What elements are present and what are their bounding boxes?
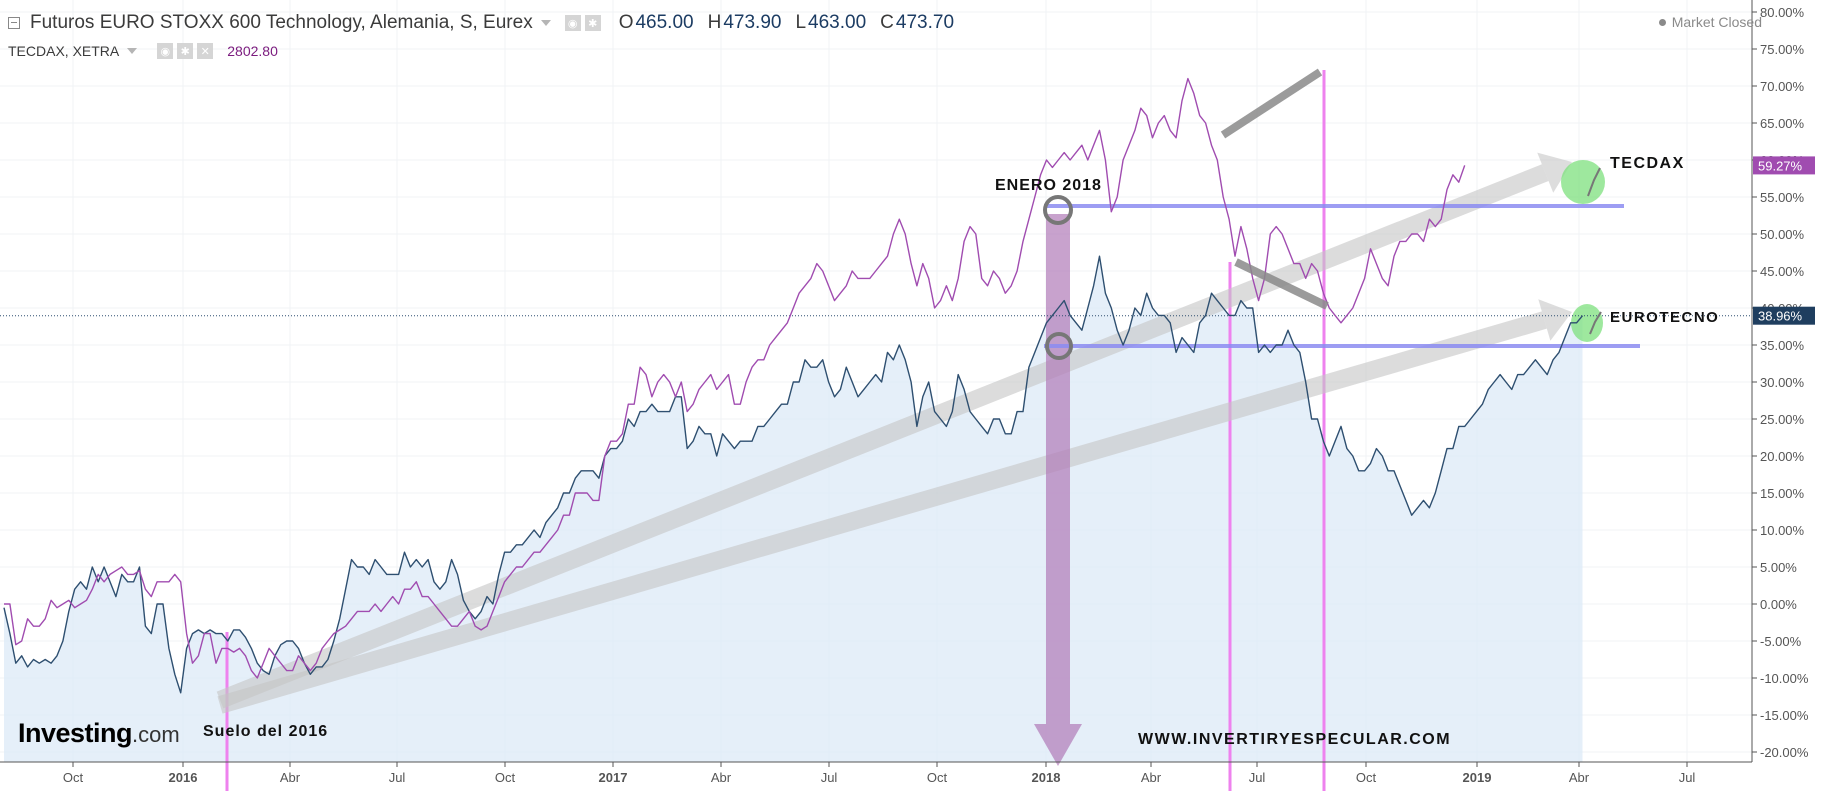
tecdax-line bbox=[4, 77, 1466, 679]
x-tick-label: 2017 bbox=[599, 770, 628, 785]
open-value: 465.00 bbox=[635, 12, 694, 33]
chevron-down-icon[interactable] bbox=[127, 48, 138, 54]
x-tick-label: Abr bbox=[1569, 770, 1590, 785]
close-value: 473.70 bbox=[895, 12, 955, 33]
analysis-annotations bbox=[1043, 68, 1602, 360]
symbol-title[interactable]: Futuros EURO STOXX 600 Technology, Alema… bbox=[30, 12, 533, 33]
logo-suffix: .com bbox=[132, 722, 180, 747]
x-tick-label: Oct bbox=[1356, 770, 1377, 785]
y-tick-label: 80.00% bbox=[1760, 5, 1805, 20]
compare-symbol-title[interactable]: TECDAX, XETRA bbox=[8, 43, 120, 59]
divergence-line-eurotecno bbox=[1234, 258, 1329, 310]
x-tick-label: Jul bbox=[1249, 770, 1266, 785]
x-tick-label: Abr bbox=[711, 770, 732, 785]
trend-arrow-eurotecno bbox=[217, 311, 1547, 714]
y-tick-label: 0.00% bbox=[1760, 597, 1797, 612]
y-tick-label: 55.00% bbox=[1760, 190, 1805, 205]
annotation-suelo-2016: Suelo del 2016 bbox=[203, 723, 328, 740]
gear-icon[interactable]: ✱ bbox=[177, 43, 194, 59]
highlight-eurotecno bbox=[1571, 304, 1603, 342]
trend-arrow-eurotecno-head bbox=[1538, 299, 1572, 341]
logo-main: Investing bbox=[18, 718, 133, 748]
gear-icon[interactable]: ✱ bbox=[584, 15, 601, 31]
collapse-legend-button[interactable] bbox=[8, 17, 20, 29]
january-2018-down-arrow bbox=[1046, 214, 1070, 724]
high-value: 473.90 bbox=[723, 12, 782, 33]
market-status: Market Closed bbox=[1658, 14, 1762, 30]
y-tick-label: 50.00% bbox=[1760, 227, 1805, 242]
tecdax-last-value-flag-label: 59.27% bbox=[1758, 158, 1803, 173]
y-tick-label: 65.00% bbox=[1760, 116, 1805, 131]
y-tick-label: 25.00% bbox=[1760, 412, 1805, 427]
market-status-label: Market Closed bbox=[1671, 14, 1762, 30]
x-tick-label: 2018 bbox=[1032, 770, 1061, 785]
january-2018-down-arrow-head bbox=[1034, 724, 1082, 766]
eurotecno-last-value-flag bbox=[1753, 306, 1815, 325]
x-tick-label: Oct bbox=[495, 770, 516, 785]
x-tick-label: Jul bbox=[389, 770, 406, 785]
y-tick-label: 20.00% bbox=[1760, 449, 1805, 464]
compare-symbol-legend: TECDAX, XETRA ◉ ✱ ✕ 2802.80 bbox=[8, 43, 278, 59]
x-tick-label: Jul bbox=[1679, 770, 1696, 785]
status-dot-icon bbox=[1658, 18, 1666, 26]
high-label: H bbox=[707, 12, 722, 33]
x-tick-label: 2019 bbox=[1463, 770, 1492, 785]
annotation-website: WWW.INVERTIRYESPECULAR.COM bbox=[1138, 731, 1451, 748]
eurotecno-last-value-flag-label: 38.96% bbox=[1758, 309, 1803, 324]
annotation-tecdax: TECDAX bbox=[1610, 155, 1685, 172]
y-tick-label: 10.00% bbox=[1760, 523, 1805, 538]
divergence-line-tecdax bbox=[1220, 68, 1323, 139]
y-tick-label: -10.00% bbox=[1760, 671, 1809, 686]
eye-icon[interactable]: ◉ bbox=[564, 15, 581, 31]
mini-arrow-eurotecno bbox=[1589, 311, 1602, 335]
circle-marker-tecdax bbox=[1043, 195, 1073, 225]
y-tick-label: -20.00% bbox=[1760, 745, 1809, 760]
chevron-down-icon[interactable] bbox=[540, 20, 551, 26]
close-icon[interactable]: ✕ bbox=[197, 43, 214, 59]
y-tick-label: -5.00% bbox=[1760, 634, 1802, 649]
circle-marker-eurotecno bbox=[1045, 332, 1073, 360]
trend-arrow-tecdax-head bbox=[1537, 152, 1572, 193]
y-tick-label: 30.00% bbox=[1760, 375, 1805, 390]
highlight-tecdax bbox=[1561, 160, 1605, 204]
investing-logo: Investing.com bbox=[18, 718, 180, 749]
close-label: C bbox=[880, 12, 894, 33]
x-tick-label: Oct bbox=[927, 770, 948, 785]
eurotecno-line bbox=[3, 255, 1584, 694]
x-axis: Oct 2016 Abr Jul Oct 2017 Abr Jul Oct 2018 Abr Jul O… bbox=[0, 761, 1752, 785]
tecdax-last-value-flag bbox=[1753, 156, 1815, 175]
low-value: 463.00 bbox=[808, 12, 867, 33]
x-tick-label: Abr bbox=[1141, 770, 1162, 785]
x-tick-label: 2016 bbox=[169, 770, 198, 785]
y-axis: 80.00%75.00%70.00%65.00%60.00%55.00%50.0… bbox=[1751, 0, 1815, 762]
y-tick-label: 45.00% bbox=[1760, 264, 1805, 279]
y-tick-label: 75.00% bbox=[1760, 42, 1805, 57]
series-lines bbox=[0, 77, 1752, 694]
y-tick-label: 35.00% bbox=[1760, 338, 1805, 353]
text-annotations: ENERO 2018 TECDAX EUROTECNO Suelo del 20… bbox=[203, 155, 1719, 748]
main-symbol-legend: Futuros EURO STOXX 600 Technology, Alema… bbox=[8, 12, 954, 34]
annotation-eurotecno: EUROTECNO bbox=[1610, 309, 1719, 326]
x-tick-label: Oct bbox=[63, 770, 84, 785]
open-label: O bbox=[618, 12, 634, 33]
y-tick-label: -15.00% bbox=[1760, 708, 1809, 723]
mini-arrow-tecdax bbox=[1587, 167, 1601, 197]
y-tick-label: 15.00% bbox=[1760, 486, 1805, 501]
low-label: L bbox=[795, 12, 807, 33]
x-tick-label: Abr bbox=[280, 770, 301, 785]
annotation-enero-2018: ENERO 2018 bbox=[995, 177, 1102, 194]
y-tick-label: 70.00% bbox=[1760, 79, 1805, 94]
y-tick-label: 5.00% bbox=[1760, 560, 1797, 575]
compare-value: 2802.80 bbox=[227, 43, 278, 59]
x-tick-label: Jul bbox=[821, 770, 838, 785]
eye-icon[interactable]: ◉ bbox=[157, 43, 174, 59]
